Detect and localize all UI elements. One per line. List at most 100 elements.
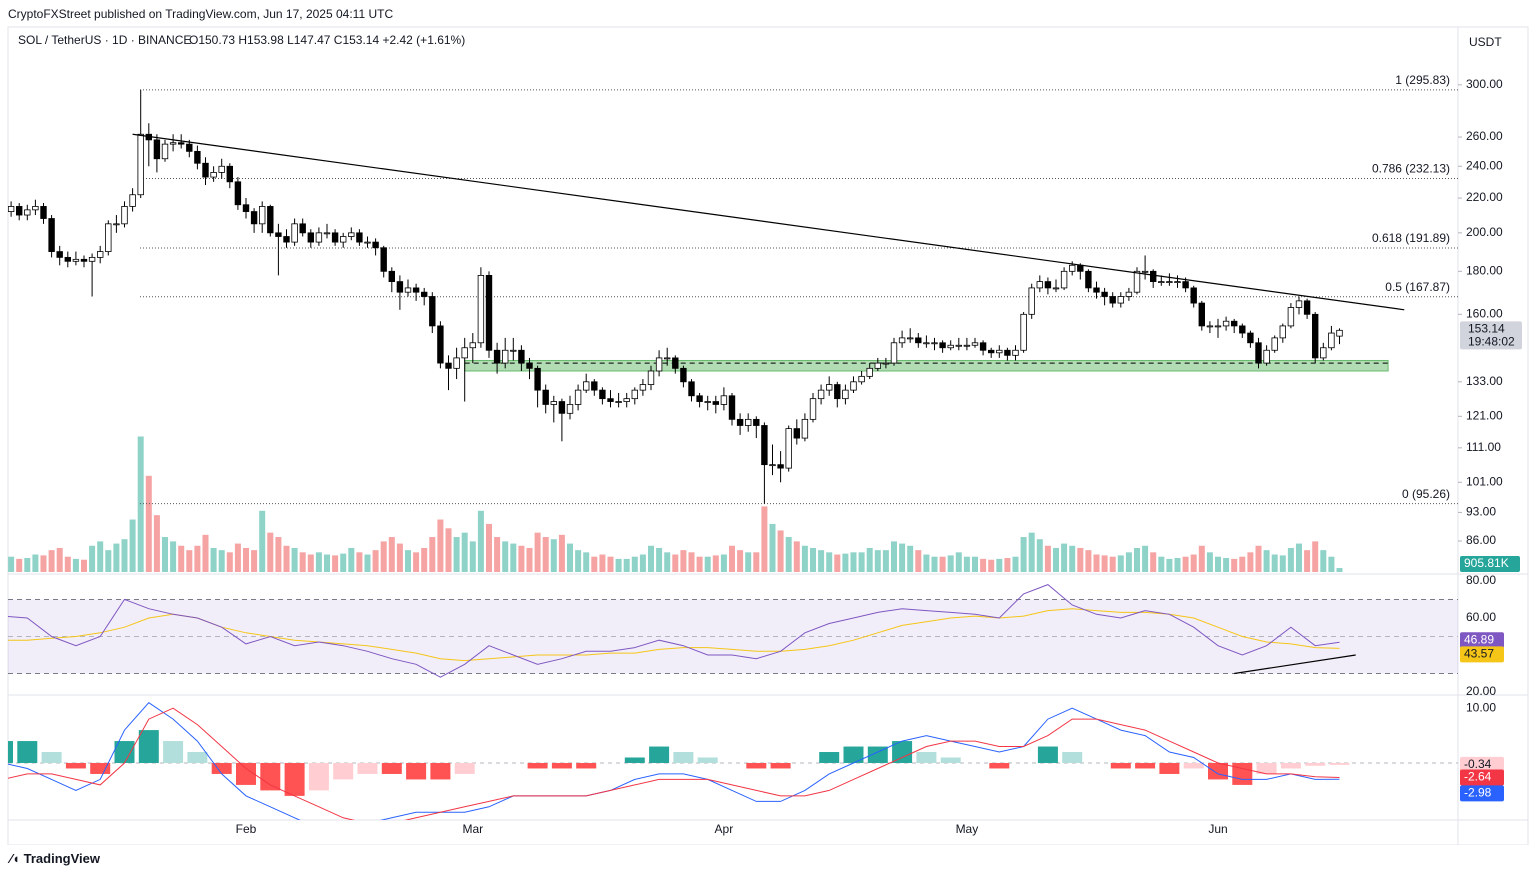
candle-body bbox=[0, 212, 6, 215]
volume-bar bbox=[761, 506, 768, 572]
y-tick-label: 10.00 bbox=[1466, 700, 1496, 714]
macd-histogram-bar bbox=[989, 762, 1010, 769]
candle-body bbox=[1206, 325, 1214, 328]
volume-bar bbox=[1174, 558, 1181, 572]
macd-histogram-bar bbox=[843, 746, 864, 763]
candle-body bbox=[469, 342, 476, 349]
volume-bar bbox=[1125, 552, 1132, 572]
volume-bar bbox=[785, 537, 792, 572]
candle-body bbox=[72, 258, 80, 262]
volume-bar bbox=[664, 552, 671, 572]
volume-bar bbox=[874, 550, 881, 572]
macd-histogram-bar bbox=[527, 762, 548, 769]
candle-body bbox=[1093, 287, 1100, 293]
volume-bar bbox=[380, 541, 387, 572]
volume-bar bbox=[81, 559, 87, 572]
macd-histogram-bar bbox=[1305, 762, 1326, 766]
candle-body bbox=[275, 232, 282, 237]
candle-body bbox=[923, 342, 930, 345]
volume-bar bbox=[631, 556, 638, 572]
candle-body bbox=[1328, 332, 1335, 349]
volume-bar bbox=[947, 555, 954, 572]
x-tick-label: Jun bbox=[1208, 822, 1227, 836]
volume-bar bbox=[615, 558, 622, 572]
macd-histogram-bar bbox=[211, 762, 232, 774]
volume-bar bbox=[8, 556, 15, 572]
candle-body bbox=[1303, 300, 1311, 315]
candle-body bbox=[485, 274, 493, 351]
volume-bar bbox=[1247, 552, 1254, 572]
volume-bar bbox=[550, 539, 557, 572]
volume-bar bbox=[356, 552, 363, 572]
candle-body bbox=[113, 223, 120, 226]
macd-histogram-bar bbox=[1135, 762, 1156, 769]
volume-bar bbox=[810, 547, 816, 572]
candle-body bbox=[1320, 347, 1327, 359]
volume-bar bbox=[307, 554, 314, 572]
candle-body bbox=[32, 206, 39, 211]
macd-histogram-bar bbox=[65, 762, 86, 769]
volume-bar bbox=[162, 537, 168, 572]
volume-bar bbox=[340, 553, 347, 572]
support-zone bbox=[464, 359, 1389, 372]
candle-body bbox=[283, 236, 290, 243]
volume-bar bbox=[1255, 545, 1262, 572]
volume-bar bbox=[178, 545, 185, 572]
volume-bar bbox=[583, 552, 590, 572]
volume-bar bbox=[1239, 556, 1246, 572]
rsi-value-box bbox=[1460, 632, 1504, 649]
candle-body bbox=[1336, 329, 1343, 337]
candle-body bbox=[890, 342, 898, 364]
macd-histogram-bar bbox=[819, 752, 840, 763]
candle-body bbox=[1158, 281, 1165, 284]
volume-bar bbox=[567, 543, 573, 572]
candle-body bbox=[898, 337, 906, 344]
x-tick-label: Mar bbox=[462, 822, 483, 836]
candle-body bbox=[1125, 291, 1133, 297]
volume-bar bbox=[955, 552, 962, 572]
volume-bar bbox=[1150, 552, 1157, 572]
volume-bar bbox=[89, 545, 96, 572]
candle-body bbox=[526, 362, 533, 369]
candle-body bbox=[364, 241, 371, 244]
y-tick-label: 101.00 bbox=[1466, 474, 1503, 488]
candle-body bbox=[1133, 270, 1141, 293]
candle-body bbox=[129, 194, 136, 207]
macd-histogram-bar bbox=[163, 741, 184, 763]
y-tick-label: 80.00 bbox=[1466, 573, 1496, 587]
fib-label: 0 (95.26) bbox=[1402, 487, 1450, 501]
candle-body bbox=[380, 247, 387, 272]
candle-body bbox=[412, 287, 420, 293]
volume-bar bbox=[1206, 552, 1213, 572]
y-tick-label: 133.00 bbox=[1466, 374, 1503, 388]
volume-bar bbox=[194, 545, 201, 572]
candle-body bbox=[607, 398, 614, 402]
volume-bar bbox=[388, 537, 395, 572]
macd-pane bbox=[8, 702, 1458, 820]
volume-bar bbox=[64, 556, 71, 572]
volume-bar bbox=[218, 550, 225, 572]
candle-body bbox=[518, 349, 525, 364]
volume-bar bbox=[704, 556, 711, 572]
candle-body bbox=[939, 342, 946, 349]
volume-bar bbox=[1336, 568, 1343, 572]
volume-bar bbox=[234, 543, 241, 572]
volume-bar bbox=[510, 543, 517, 572]
candle-body bbox=[809, 398, 817, 420]
volume-bar bbox=[1101, 555, 1108, 572]
volume-bar bbox=[291, 547, 298, 572]
volume-last: 905.81K bbox=[1464, 556, 1509, 570]
volume-bar bbox=[259, 510, 266, 572]
volume-bar bbox=[1012, 556, 1019, 572]
candle-body bbox=[8, 206, 15, 212]
fib-label: 0.618 (191.89) bbox=[1372, 231, 1450, 245]
candle-body bbox=[331, 232, 339, 243]
volume-bar bbox=[186, 550, 193, 572]
candle-body bbox=[599, 389, 606, 400]
y-tick-label: 220.00 bbox=[1466, 190, 1503, 204]
volume-bar bbox=[243, 547, 249, 572]
price-pane: 1 (295.83) 0.786 (232.13) 0.618 (191.89) 0.… bbox=[0, 73, 1458, 572]
volume-bar bbox=[202, 534, 209, 572]
volume-bar bbox=[315, 552, 322, 572]
candle-body bbox=[736, 418, 744, 426]
